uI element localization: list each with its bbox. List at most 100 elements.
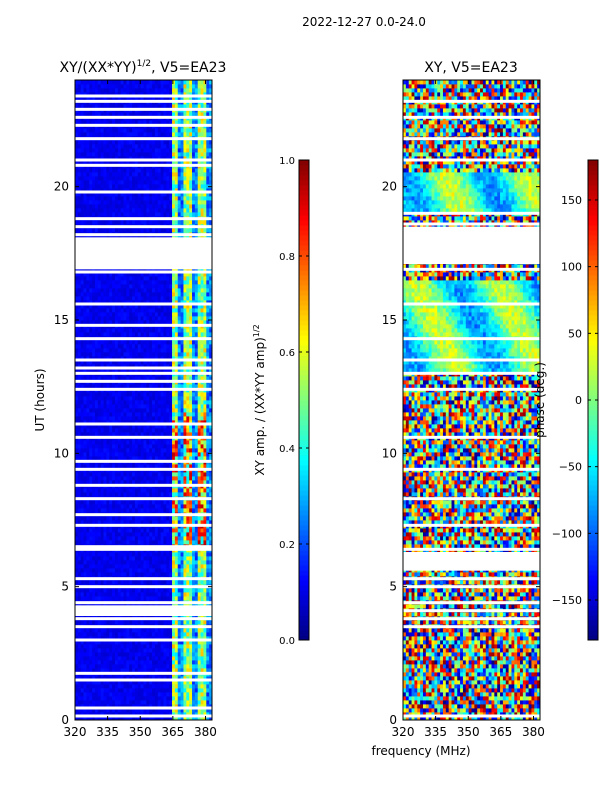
heatmap-cell xyxy=(203,508,207,513)
heatmap-cell xyxy=(177,704,181,709)
heatmap-cell xyxy=(146,716,150,721)
heatmap-cell xyxy=(174,476,179,481)
heatmap-cell xyxy=(172,476,176,481)
heatmap-cell xyxy=(200,464,204,469)
heatmap-cell xyxy=(152,464,156,469)
heatmap-cell xyxy=(186,432,190,437)
heatmap-cell xyxy=(177,320,181,325)
heatmap-cell xyxy=(192,580,196,585)
heatmap-cell xyxy=(92,572,96,577)
heatmap-cell xyxy=(163,404,167,409)
heatmap-cell xyxy=(169,596,173,601)
heatmap-cell xyxy=(197,536,201,541)
heatmap-cell xyxy=(169,452,173,457)
heatmap-cell xyxy=(152,676,156,681)
heatmap-cell xyxy=(77,304,82,309)
heatmap-cell xyxy=(157,688,162,693)
heatmap-cell xyxy=(137,392,142,397)
heatmap-cell xyxy=(206,396,210,401)
heatmap-cell xyxy=(186,480,190,485)
heatmap-cell xyxy=(146,500,150,505)
heatmap-cell xyxy=(114,400,119,405)
heatmap-cell xyxy=(157,504,162,509)
heatmap-cell xyxy=(197,700,201,705)
heatmap-cell xyxy=(134,636,139,641)
heatmap-cell xyxy=(143,580,147,585)
heatmap-cell xyxy=(174,656,179,661)
heatmap-cell xyxy=(163,580,167,585)
heatmap-cell xyxy=(183,364,187,369)
heatmap-cell xyxy=(203,428,207,433)
heatmap-cell xyxy=(203,680,207,685)
heatmap-cell xyxy=(92,400,96,405)
heatmap-cell xyxy=(180,308,184,313)
heatmap-cell xyxy=(75,628,79,633)
heatmap-cell xyxy=(186,676,190,681)
heatmap-cell xyxy=(77,480,82,485)
heatmap-cell xyxy=(203,384,207,389)
heatmap-cell xyxy=(89,684,93,689)
heatmap-cell xyxy=(126,536,130,541)
heatmap-cell xyxy=(129,416,133,421)
heatmap-cell xyxy=(200,536,204,541)
heatmap-cell xyxy=(189,644,193,649)
heatmap-cell xyxy=(77,308,82,313)
heatmap-cell xyxy=(94,308,99,313)
heatmap-cell xyxy=(160,316,164,321)
heatmap-cell xyxy=(172,668,176,673)
heatmap-cell xyxy=(140,596,144,601)
heatmap-cell xyxy=(203,364,207,369)
heatmap-cell xyxy=(140,400,144,405)
heatmap-cell xyxy=(140,516,144,521)
heatmap-cell xyxy=(89,716,93,721)
heatmap-cell xyxy=(75,420,79,425)
heatmap-cell xyxy=(189,440,193,445)
heatmap-cell xyxy=(143,364,147,369)
heatmap-cell xyxy=(97,564,102,569)
heatmap-cell xyxy=(132,440,136,445)
heatmap-cell xyxy=(89,440,93,445)
heatmap-cell xyxy=(180,492,184,497)
heatmap-cell xyxy=(109,704,113,709)
heatmap-cell xyxy=(149,692,153,697)
heatmap-cell xyxy=(114,416,119,421)
heatmap-cell xyxy=(97,588,102,593)
heatmap-cell xyxy=(112,680,116,685)
heatmap-cell xyxy=(209,340,213,345)
heatmap-cell xyxy=(112,588,116,593)
heatmap-cell xyxy=(180,684,184,689)
heatmap-cell xyxy=(180,532,184,537)
heatmap-cell xyxy=(117,392,122,397)
heatmap-cell xyxy=(154,568,159,573)
heatmap-cell xyxy=(109,676,113,681)
heatmap-cell xyxy=(114,532,119,537)
heatmap-cell xyxy=(112,568,116,573)
heatmap-cell xyxy=(100,472,104,477)
heatmap-cell xyxy=(89,560,93,565)
heatmap-cell xyxy=(83,680,87,685)
heatmap-cell xyxy=(117,652,122,657)
heatmap-cell xyxy=(129,680,133,685)
heatmap-cell xyxy=(200,636,204,641)
heatmap-cell xyxy=(117,684,122,689)
heatmap-cell xyxy=(197,628,201,633)
heatmap-cell xyxy=(163,464,167,469)
heatmap-cell xyxy=(80,516,84,521)
heatmap-cell xyxy=(89,348,93,353)
heatmap-cell xyxy=(75,568,79,573)
heatmap-cell xyxy=(154,428,159,433)
heatmap-cell xyxy=(80,700,84,705)
heatmap-cell xyxy=(106,332,110,337)
heatmap-cell xyxy=(194,316,199,321)
heatmap-cell xyxy=(200,676,204,681)
heatmap-cell xyxy=(146,704,150,709)
heatmap-cell xyxy=(114,344,119,349)
heatmap-cell xyxy=(206,440,210,445)
heatmap-cell xyxy=(183,696,187,701)
heatmap-cell xyxy=(209,656,213,661)
heatmap-cell xyxy=(129,348,133,353)
heatmap-cell xyxy=(174,652,179,657)
heatmap-cell xyxy=(80,660,84,665)
heatmap-cell xyxy=(129,356,133,361)
heatmap-cell xyxy=(120,656,124,661)
